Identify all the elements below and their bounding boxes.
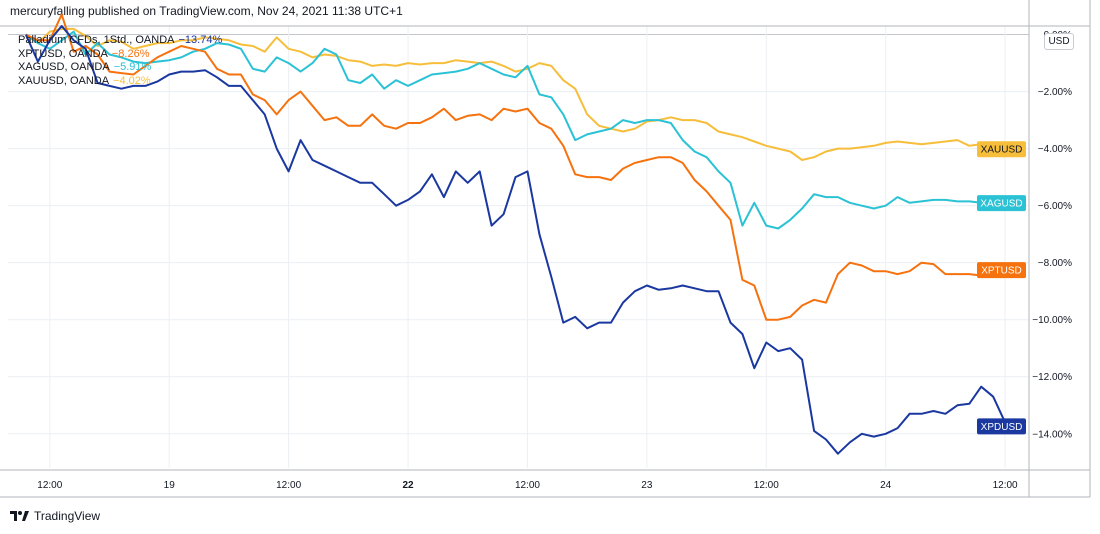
grid-lines bbox=[8, 26, 1029, 468]
legend-label: Palladium CFDs, 1Std., OANDA bbox=[18, 34, 175, 46]
x-axis-ticks: 12:00 19 12:00 22 12:00 23 12:00 24 12:00 bbox=[37, 480, 1018, 491]
y-tick-label: −14.00% bbox=[1032, 429, 1072, 440]
price-tag-xagusd: XAGUSD bbox=[977, 195, 1026, 212]
legend-change: −4.02% bbox=[113, 74, 151, 87]
legend-label: XAUUSD, OANDA bbox=[18, 74, 110, 87]
legend-item-xauusd[interactable]: XAUUSD, OANDA −4.02% bbox=[18, 75, 222, 89]
price-tag-label: XAUUSD bbox=[981, 145, 1023, 156]
brand-footer[interactable]: TradingView bbox=[10, 509, 100, 523]
currency-button[interactable]: USD bbox=[1044, 33, 1074, 50]
legend-change: −13.74% bbox=[178, 34, 223, 46]
y-axis-ticks: 0.00%−2.00%−4.00%−6.00%−8.00%−10.00%−12.… bbox=[1032, 30, 1072, 440]
series-lines bbox=[24, 13, 1018, 455]
y-tick-label: −6.00% bbox=[1038, 201, 1072, 212]
y-tick-label: −4.00% bbox=[1038, 144, 1072, 155]
x-tick-label: 12:00 bbox=[754, 480, 779, 491]
legend-item-xptusd[interactable]: XPTUSD, OANDA −8.26% bbox=[18, 48, 222, 62]
series-line-xagusd[interactable] bbox=[25, 30, 1006, 230]
legend-label: XPTUSD, OANDA bbox=[18, 47, 108, 60]
series-line-xauusd[interactable] bbox=[25, 27, 1006, 161]
legend-item-palladium[interactable]: Palladium CFDs, 1Std., OANDA −13.74% bbox=[18, 34, 222, 48]
tradingview-logo-icon bbox=[10, 511, 29, 521]
legend: Palladium CFDs, 1Std., OANDA −13.74% XPTU… bbox=[18, 34, 222, 88]
price-tag-xpdusd: XPDUSD bbox=[977, 418, 1026, 435]
publish-info: mercuryfalling published on TradingView.… bbox=[10, 4, 403, 18]
x-tick-label: 12:00 bbox=[276, 480, 301, 491]
series-line-xptusd[interactable] bbox=[25, 13, 1006, 321]
y-tick-label: −12.00% bbox=[1032, 372, 1072, 383]
x-tick-label: 12:00 bbox=[515, 480, 540, 491]
price-tag-label: XAGUSD bbox=[980, 199, 1022, 210]
legend-change: −5.91% bbox=[113, 61, 152, 73]
x-tick-label: 12:00 bbox=[37, 480, 62, 491]
x-tick-label: 22 bbox=[402, 480, 414, 491]
brand-name: TradingView bbox=[34, 509, 101, 523]
price-tag-xauusd: XAUUSD bbox=[977, 141, 1026, 158]
legend-label: XAGUSD, OANDA bbox=[18, 61, 110, 73]
y-tick-label: −2.00% bbox=[1038, 87, 1072, 98]
x-tick-label: 19 bbox=[164, 480, 176, 491]
legend-item-xagusd[interactable]: XAGUSD, OANDA −5.91% bbox=[18, 61, 222, 75]
x-tick-label: 23 bbox=[641, 480, 653, 491]
y-tick-label: −8.00% bbox=[1038, 258, 1072, 269]
y-tick-label: −10.00% bbox=[1032, 315, 1072, 326]
price-tag-label: XPDUSD bbox=[981, 422, 1023, 433]
price-tag-label: XPTUSD bbox=[981, 266, 1022, 277]
price-tag-xptusd: XPTUSD bbox=[977, 262, 1026, 279]
axes bbox=[0, 0, 1091, 498]
price-tags: XAUUSD XAGUSD XPTUSD XPDUSD bbox=[977, 141, 1026, 435]
series-line-xpdusd[interactable] bbox=[24, 25, 1018, 455]
legend-change: −8.26% bbox=[111, 47, 150, 60]
x-tick-label: 12:00 bbox=[993, 480, 1018, 491]
x-tick-label: 24 bbox=[880, 480, 892, 491]
